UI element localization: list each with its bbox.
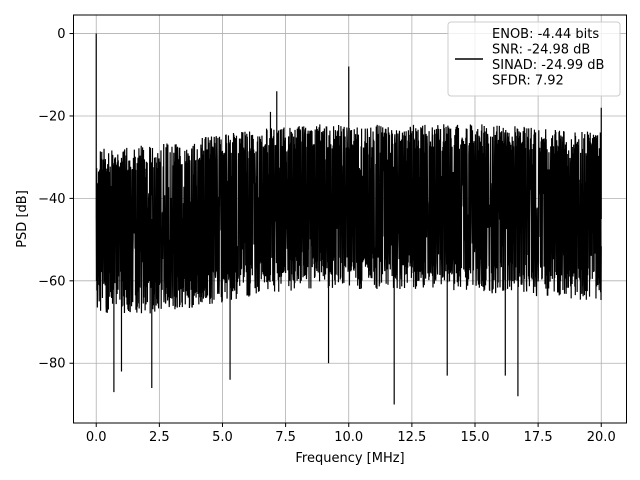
y-tick-label: −80 (38, 357, 65, 372)
x-tick-label: 2.5 (149, 430, 170, 445)
psd-series-line (95, 33, 602, 405)
legend-text-line: SNR: -24.98 dB (492, 43, 590, 58)
x-tick-label: 15.0 (461, 430, 490, 445)
x-tick-label: 10.0 (334, 430, 363, 445)
y-tick-label: −20 (38, 109, 65, 124)
y-tick-label: −60 (38, 274, 65, 289)
x-tick-label: 17.5 (524, 430, 553, 445)
x-tick-label: 5.0 (212, 430, 233, 445)
plot-area (95, 33, 602, 405)
legend-text-line: SINAD: -24.99 dB (492, 58, 604, 73)
legend-text-line: ENOB: -4.44 bits (492, 27, 599, 42)
x-tick-label: 7.5 (275, 430, 296, 445)
x-tick-label: 12.5 (397, 430, 426, 445)
y-tick-label: −40 (38, 192, 65, 207)
y-axis-label: PSD [dB] (15, 190, 30, 248)
legend-label: ENOB: -4.44 bits SNR: -24.98 dB SINAD: -24… (492, 27, 604, 89)
legend-text-line: SFDR: 7.92 (492, 74, 564, 89)
legend-box (447, 21, 621, 97)
x-tick-label: 20.0 (587, 430, 616, 445)
x-tick-label: 0.0 (86, 430, 107, 445)
y-axis-ticks: 0 −20 −40 −60 −80 (38, 27, 74, 372)
axes-frame (73, 14, 627, 424)
y-tick-label: 0 (57, 27, 65, 42)
x-axis-label: Frequency [MHz] (295, 451, 404, 466)
legend: ENOB: -4.44 bits SNR: -24.98 dB SINAD: -24… (447, 21, 621, 97)
x-axis-ticks: 0.0 2.5 5.0 7.5 10.0 12.5 15.0 17.5 20.0 (86, 423, 616, 445)
